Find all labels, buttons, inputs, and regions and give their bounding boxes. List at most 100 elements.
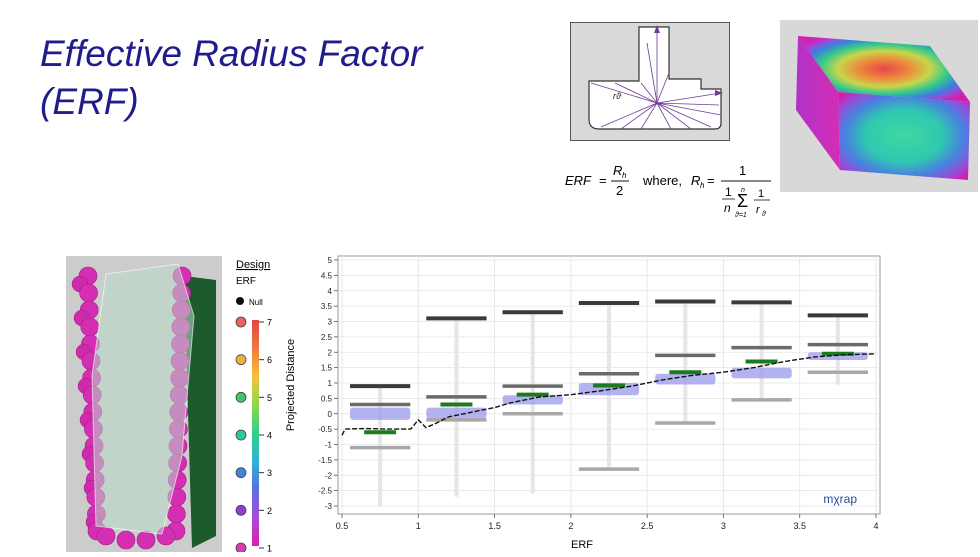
ray-line <box>656 102 712 128</box>
legend-item-label: 6 <box>267 355 272 365</box>
legend-item-marker <box>235 391 247 403</box>
legend-item-label: 1 <box>267 544 272 553</box>
y-tick-label: -3 <box>325 502 333 511</box>
erf-chart: -3 -2.5 -2 -1.5 -1 -0.5 0 0.5 1 1.5 2 2.5 3 3.5 4 4.5 5 0… <box>282 248 892 552</box>
legend-svg: Design ERF Null 7 6 5 4 3 2 1 <box>235 259 272 554</box>
ray-line <box>640 102 658 130</box>
heatmap-top-face <box>798 36 970 102</box>
rays <box>590 25 723 130</box>
ray-line <box>656 102 722 116</box>
x-tick-label: 2.5 <box>641 521 654 531</box>
legend-item-marker <box>235 542 247 554</box>
mesh-render-svg <box>71 263 216 550</box>
formula-equals-1: = <box>599 173 607 188</box>
ray-line <box>620 102 658 130</box>
r-theta-label: rϑ <box>613 91 622 101</box>
x-tick-label: 3.5 <box>793 521 806 531</box>
color-legend: Design ERF Null 7 6 5 4 3 2 1 <box>222 256 292 554</box>
title-line-1: Effective Radius Factor <box>40 33 423 74</box>
legend-item-label: 7 <box>267 318 272 328</box>
bin-band <box>502 395 563 405</box>
formula-svg: ERF = R h 2 where, R h = 1 1 n Σ n ϑ=1 1… <box>565 163 771 219</box>
legend-item-marker <box>235 467 247 479</box>
formula-sum-bottom: ϑ=1 <box>735 212 747 219</box>
ray-line <box>656 72 670 104</box>
legend-title: Design <box>236 259 270 271</box>
chart-marks <box>341 299 877 506</box>
formula-r-sub: ϑ <box>762 211 767 218</box>
y-tick-label: 0 <box>328 410 333 419</box>
mesh-node <box>136 530 156 550</box>
formula-r: r <box>756 204 761 216</box>
formula-one-mid: 1 <box>725 185 732 199</box>
y-tick-label: 3 <box>328 318 333 327</box>
x-tick-label: 3 <box>721 521 726 531</box>
y-tick-label: 1.5 <box>321 364 333 373</box>
ray-diagram: rϑ <box>570 22 730 141</box>
formula-where: where, <box>642 173 682 188</box>
x-axis-title: ERF <box>571 539 593 551</box>
y-tick-label: -0.5 <box>318 425 332 434</box>
legend-item-marker <box>235 429 247 441</box>
heatmap-render-svg <box>796 36 970 180</box>
legend-item-label: 2 <box>267 506 272 516</box>
ray-arrowhead <box>654 25 660 33</box>
legend-subtitle: ERF <box>236 276 256 287</box>
ray-line <box>656 102 692 130</box>
y-tick-label: 5 <box>328 256 333 265</box>
formula-rh: R <box>613 163 622 178</box>
channel-outline <box>588 26 722 130</box>
y-tick-label: 4.5 <box>321 271 333 280</box>
ray-diagram-svg: rϑ <box>588 25 723 130</box>
y-tick-label: -1 <box>325 441 333 450</box>
ray-line <box>656 102 672 130</box>
formula-n: n <box>724 201 731 215</box>
legend-item-label: 4 <box>267 431 272 441</box>
heatmap-end-face <box>796 36 840 170</box>
chart-ticks: -3 -2.5 -2 -1.5 -1 -0.5 0 0.5 1 1.5 2 2.5 3 3.5 4 4.5 5 0… <box>318 256 878 531</box>
bin-band <box>655 373 716 385</box>
y-tick-label: 2 <box>328 348 333 357</box>
legend-color-bar <box>252 320 259 546</box>
erf-heatmap-render <box>780 20 978 192</box>
formula-one-top: 1 <box>739 163 746 178</box>
y-tick-label: 1 <box>328 379 333 388</box>
mesh-node <box>80 317 100 337</box>
erf-chart-svg: -3 -2.5 -2 -1.5 -1 -0.5 0 0.5 1 1.5 2 2.5 3 3.5 4 4.5 5 0… <box>285 255 881 551</box>
y-tick-label: -2.5 <box>318 487 332 496</box>
y-tick-label: 3.5 <box>321 302 333 311</box>
x-tick-label: 4 <box>873 521 878 531</box>
erf-mesh-render <box>66 256 222 552</box>
bin-band <box>731 367 792 379</box>
legend-item-marker <box>235 354 247 366</box>
mesh-node <box>116 530 136 550</box>
mesh-node <box>96 526 116 546</box>
formula-lhs: ERF <box>565 173 592 188</box>
y-axis-title: Projected Distance <box>285 339 297 431</box>
legend-item-marker <box>235 316 247 328</box>
formula-rh-sub-2: h <box>700 181 705 190</box>
title-line-2: (ERF) <box>40 81 139 122</box>
erf-formula: ERF = R h 2 where, R h = 1 1 n Σ n ϑ=1 1… <box>565 155 775 221</box>
heatmap-side-face <box>838 92 970 180</box>
mesh-node <box>79 283 98 303</box>
slide-title: Effective Radius Factor (ERF) <box>40 30 422 126</box>
ray-line <box>646 42 658 104</box>
bin-band <box>350 407 411 420</box>
formula-sigma: Σ <box>737 191 748 211</box>
legend-null-label: Null <box>249 298 263 307</box>
legend-items: 7 6 5 4 3 2 1 <box>235 316 272 554</box>
x-tick-label: 2 <box>568 521 573 531</box>
bin-band <box>426 407 487 419</box>
legend-item-marker <box>235 504 247 516</box>
y-tick-label: -2 <box>325 471 333 480</box>
mesh-node <box>167 504 186 524</box>
legend-item-label: 3 <box>267 468 272 478</box>
x-tick-label: 1.5 <box>488 521 501 531</box>
chart-watermark: mχrap <box>823 492 857 506</box>
ray-line <box>656 92 722 104</box>
ray-line <box>590 82 658 104</box>
y-tick-label: 2.5 <box>321 333 333 342</box>
ray-line <box>600 102 658 128</box>
legend-null-marker <box>236 297 244 305</box>
